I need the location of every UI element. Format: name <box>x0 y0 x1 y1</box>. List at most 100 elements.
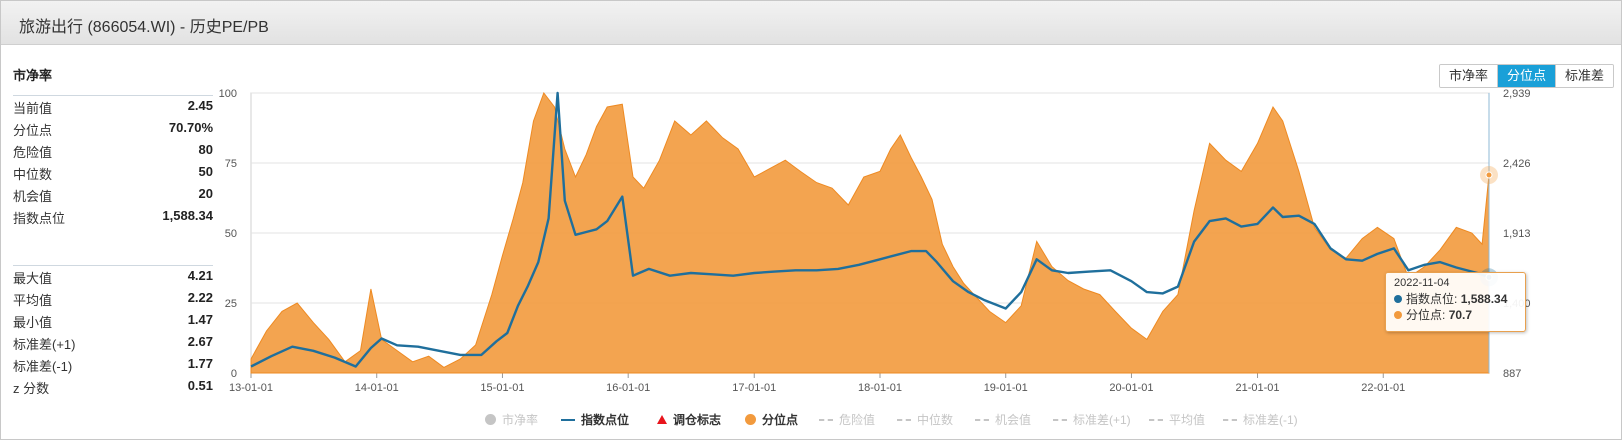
x-tick-label: 22-01-01 <box>1361 382 1405 394</box>
x-tick-label: 16-01-01 <box>606 382 650 394</box>
x-tick-label: 15-01-01 <box>480 382 524 394</box>
x-tick-label: 18-01-01 <box>858 382 902 394</box>
stat-row: 平均值 2.22 <box>13 287 213 309</box>
tooltip-value-percentile: 70.7 <box>1448 308 1473 322</box>
stats-group-current: 当前值 2.45 分位点 70.70% 危险值 80 中位数 50 机会值 20 指数点位 1,588… <box>13 95 213 227</box>
stat-value: 80 <box>198 142 213 157</box>
tooltip-value-index: 1,588.34 <box>1460 292 1508 306</box>
legend-label: 中位数 <box>917 413 954 427</box>
stat-value: 1.47 <box>187 312 213 327</box>
stats-divider <box>13 265 213 266</box>
stat-row: 指数点位 1,588.34 <box>13 205 213 227</box>
legend-item[interactable]: 平均值 <box>1149 411 1205 428</box>
stat-label: z 分数 <box>13 381 50 396</box>
legend-label: 机会值 <box>995 413 1032 427</box>
legend-item[interactable]: 分位点 <box>745 411 798 428</box>
tooltip-dot-percentile <box>1394 311 1402 319</box>
legend-item[interactable]: 标准差(-1) <box>1223 411 1298 428</box>
legend-symbol-dash <box>897 418 911 421</box>
legend-symbol-dot <box>745 414 756 425</box>
chart-tooltip: 2022-11-04 指数点位: 1,588.34 分位点: 70.7 <box>1385 272 1526 332</box>
tooltip-label-percentile: 分位点: <box>1406 308 1446 322</box>
stat-row: 标准差(-1) 1.77 <box>13 353 213 375</box>
y-left-tick-label: 0 <box>231 368 237 380</box>
stat-row: 中位数 50 <box>13 161 213 183</box>
stat-value: 70.70% <box>168 120 213 135</box>
y-right-tick-label: 2,939 <box>1503 88 1531 100</box>
title-bar: 旅游出行 (866054.WI) - 历史PE/PB <box>1 1 1621 45</box>
legend-label: 标准差(+1) <box>1073 413 1131 427</box>
x-tick-label: 19-01-01 <box>984 382 1028 394</box>
stat-row: 当前值 2.45 <box>13 95 213 117</box>
stat-value: 1,588.34 <box>162 208 213 223</box>
legend-label: 调仓标志 <box>673 413 722 427</box>
legend-item[interactable]: 市净率 <box>485 411 538 428</box>
stat-value: 2.67 <box>187 334 213 349</box>
x-tick-label: 14-01-01 <box>355 382 399 394</box>
legend-item[interactable]: 机会值 <box>975 411 1031 428</box>
tooltip-label-index: 指数点位: <box>1406 292 1458 306</box>
metric-button-active[interactable]: 分位点 <box>1498 65 1557 87</box>
legend-item[interactable]: 标准差(+1) <box>1053 411 1131 428</box>
stat-row: 最大值 4.21 <box>13 265 213 287</box>
metric-button-option[interactable]: 市净率 <box>1440 65 1499 87</box>
legend-item[interactable]: 指数点位 <box>561 411 629 428</box>
legend-label: 市净率 <box>502 413 539 427</box>
x-tick-label: 13-01-01 <box>229 382 273 394</box>
y-right-tick-label: 887 <box>1503 368 1521 380</box>
stat-label: 最大值 <box>13 271 53 286</box>
tooltip-date: 2022-11-04 <box>1394 277 1450 289</box>
y-left-tick-label: 100 <box>219 88 237 100</box>
stat-value: 4.21 <box>187 268 213 283</box>
x-tick-label: 21-01-01 <box>1235 382 1279 394</box>
chart-canvas[interactable]: 02550751008871,4001,9132,4262,93913-01-0… <box>1 1 1622 411</box>
y-left-tick-label: 75 <box>225 158 237 170</box>
legend-item[interactable]: 危险值 <box>819 411 875 428</box>
legend-symbol-dot <box>485 414 496 425</box>
stat-row: z 分数 0.51 <box>13 375 213 397</box>
legend-symbol-dash <box>1053 418 1067 421</box>
x-tick-label: 17-01-01 <box>732 382 776 394</box>
stat-value: 50 <box>198 164 213 179</box>
window-title: 旅游出行 (866054.WI) - 历史PE/PB <box>19 19 269 36</box>
side-panel-title: 市净率 <box>13 68 53 83</box>
y-right-tick-label: 1,913 <box>1503 228 1531 240</box>
stat-label: 指数点位 <box>13 211 66 226</box>
stat-value: 20 <box>198 186 213 201</box>
stat-row: 最小值 1.47 <box>13 309 213 331</box>
stat-value: 0.51 <box>187 378 213 393</box>
stat-label: 机会值 <box>13 189 53 204</box>
x-tick-label: 20-01-01 <box>1109 382 1153 394</box>
legend-symbol-dash <box>1223 418 1237 421</box>
legend-symbol-dash <box>819 418 833 421</box>
stat-value: 2.45 <box>187 98 213 113</box>
legend-item[interactable]: 中位数 <box>897 411 953 428</box>
legend-symbol-line <box>561 418 575 421</box>
hover-marker-percentile <box>1485 171 1493 179</box>
stat-label: 当前值 <box>13 101 53 116</box>
stats-divider <box>13 95 213 96</box>
metric-button-option[interactable]: 标准差 <box>1556 65 1614 87</box>
legend-symbol-dash <box>1149 418 1163 421</box>
tooltip-row-percentile: 分位点: 70.7 <box>1394 307 1517 323</box>
series-area-percentile[interactable] <box>250 91 1490 374</box>
metric-toggle-group: 市净率 分位点 标准差 <box>1439 64 1615 88</box>
legend-item[interactable]: 调仓标志 <box>657 411 721 428</box>
tooltip-row-index: 指数点位: 1,588.34 <box>1394 291 1517 307</box>
legend-symbol-triangle <box>657 415 667 424</box>
stat-value: 2.22 <box>187 290 213 305</box>
stat-label: 标准差(-1) <box>13 359 73 374</box>
y-left-tick-label: 50 <box>225 228 237 240</box>
stat-label: 中位数 <box>13 167 53 182</box>
stat-row: 分位点 70.70% <box>13 117 213 139</box>
stat-label: 平均值 <box>13 293 53 308</box>
stat-row: 标准差(+1) 2.67 <box>13 331 213 353</box>
stat-label: 危险值 <box>13 145 53 160</box>
tooltip-dot-index <box>1394 295 1402 303</box>
legend-label: 危险值 <box>839 413 876 427</box>
legend-label: 标准差(-1) <box>1243 413 1298 427</box>
legend-symbol-dash <box>975 418 989 421</box>
stat-row: 危险值 80 <box>13 139 213 161</box>
stat-label: 最小值 <box>13 315 53 330</box>
series-line-index[interactable] <box>250 91 1490 368</box>
